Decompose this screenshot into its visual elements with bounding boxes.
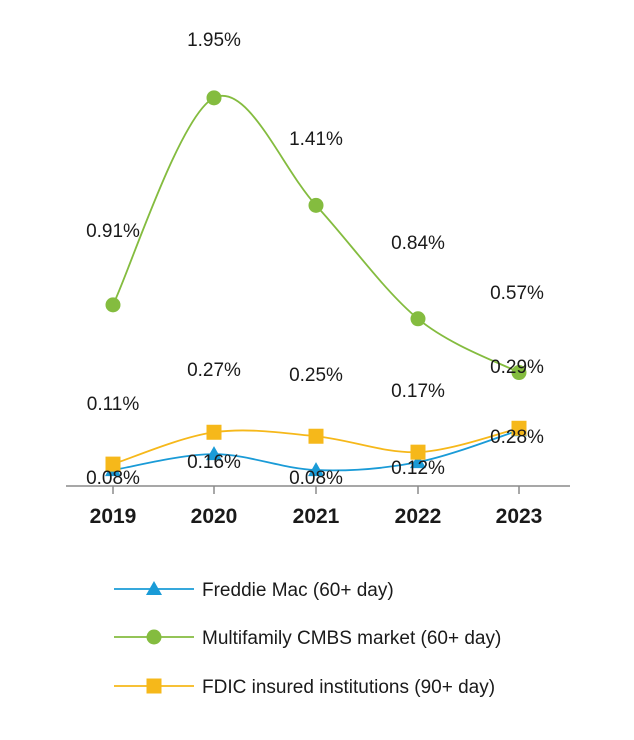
data-point [308,462,324,477]
data-label: 0.57% [490,283,544,304]
data-point [308,197,324,213]
legend-marker [146,678,162,694]
data-point [308,428,324,444]
data-label: 0.11% [87,394,140,415]
legend-label: FDIC insured institutions (90+ day) [202,677,495,698]
data-label: 0.12% [391,458,445,479]
data-label: 1.41% [289,129,343,150]
data-point [206,90,222,106]
x-tick-label: 2021 [293,505,340,528]
legend-marker [146,581,162,595]
data-point [105,297,121,313]
x-tick-label: 2020 [191,505,238,528]
data-label: 0.29% [490,357,544,378]
legend-item: Freddie Mac (60+ day) [114,580,394,601]
series-layer [105,90,527,477]
legend-item: Multifamily CMBS market (60+ day) [114,628,501,649]
data-label: 0.84% [391,233,445,254]
x-axis: 2019 2020 2021 2022 2023 [66,485,570,528]
data-label: 0.27% [187,360,241,381]
series-line [112,94,520,374]
legend-marker [146,629,162,645]
x-tick-label: 2019 [90,505,137,528]
data-label: 0.25% [289,365,343,386]
data-label-layer: 0.91% 1.95% 1.41% 0.84% 0.57% 0.11% 0.27% 0.25%… [86,30,544,489]
legend-label: Freddie Mac (60+ day) [202,580,394,601]
data-label: 0.28% [490,427,544,448]
data-point [105,456,121,472]
x-tick-label: 2023 [496,505,543,528]
data-point [206,446,222,461]
data-label: 0.17% [391,381,445,402]
data-point [511,420,527,436]
data-point [410,444,426,460]
data-point [206,424,222,440]
data-label: 0.08% [86,468,140,489]
data-label: 0.16% [187,452,241,473]
data-point [410,311,426,327]
legend: Freddie Mac (60+ day) Multifamily CMBS ma… [114,580,501,698]
data-label: 0.91% [86,221,140,242]
data-label: 1.95% [187,30,241,51]
legend-item: FDIC insured institutions (90+ day) [114,677,495,698]
data-point [410,454,426,469]
data-label: 0.08% [289,468,343,489]
series-square [105,420,527,472]
x-tick-label: 2022 [395,505,442,528]
data-point [511,365,527,381]
legend-label: Multifamily CMBS market (60+ day) [202,628,501,649]
series-circle [105,90,527,381]
